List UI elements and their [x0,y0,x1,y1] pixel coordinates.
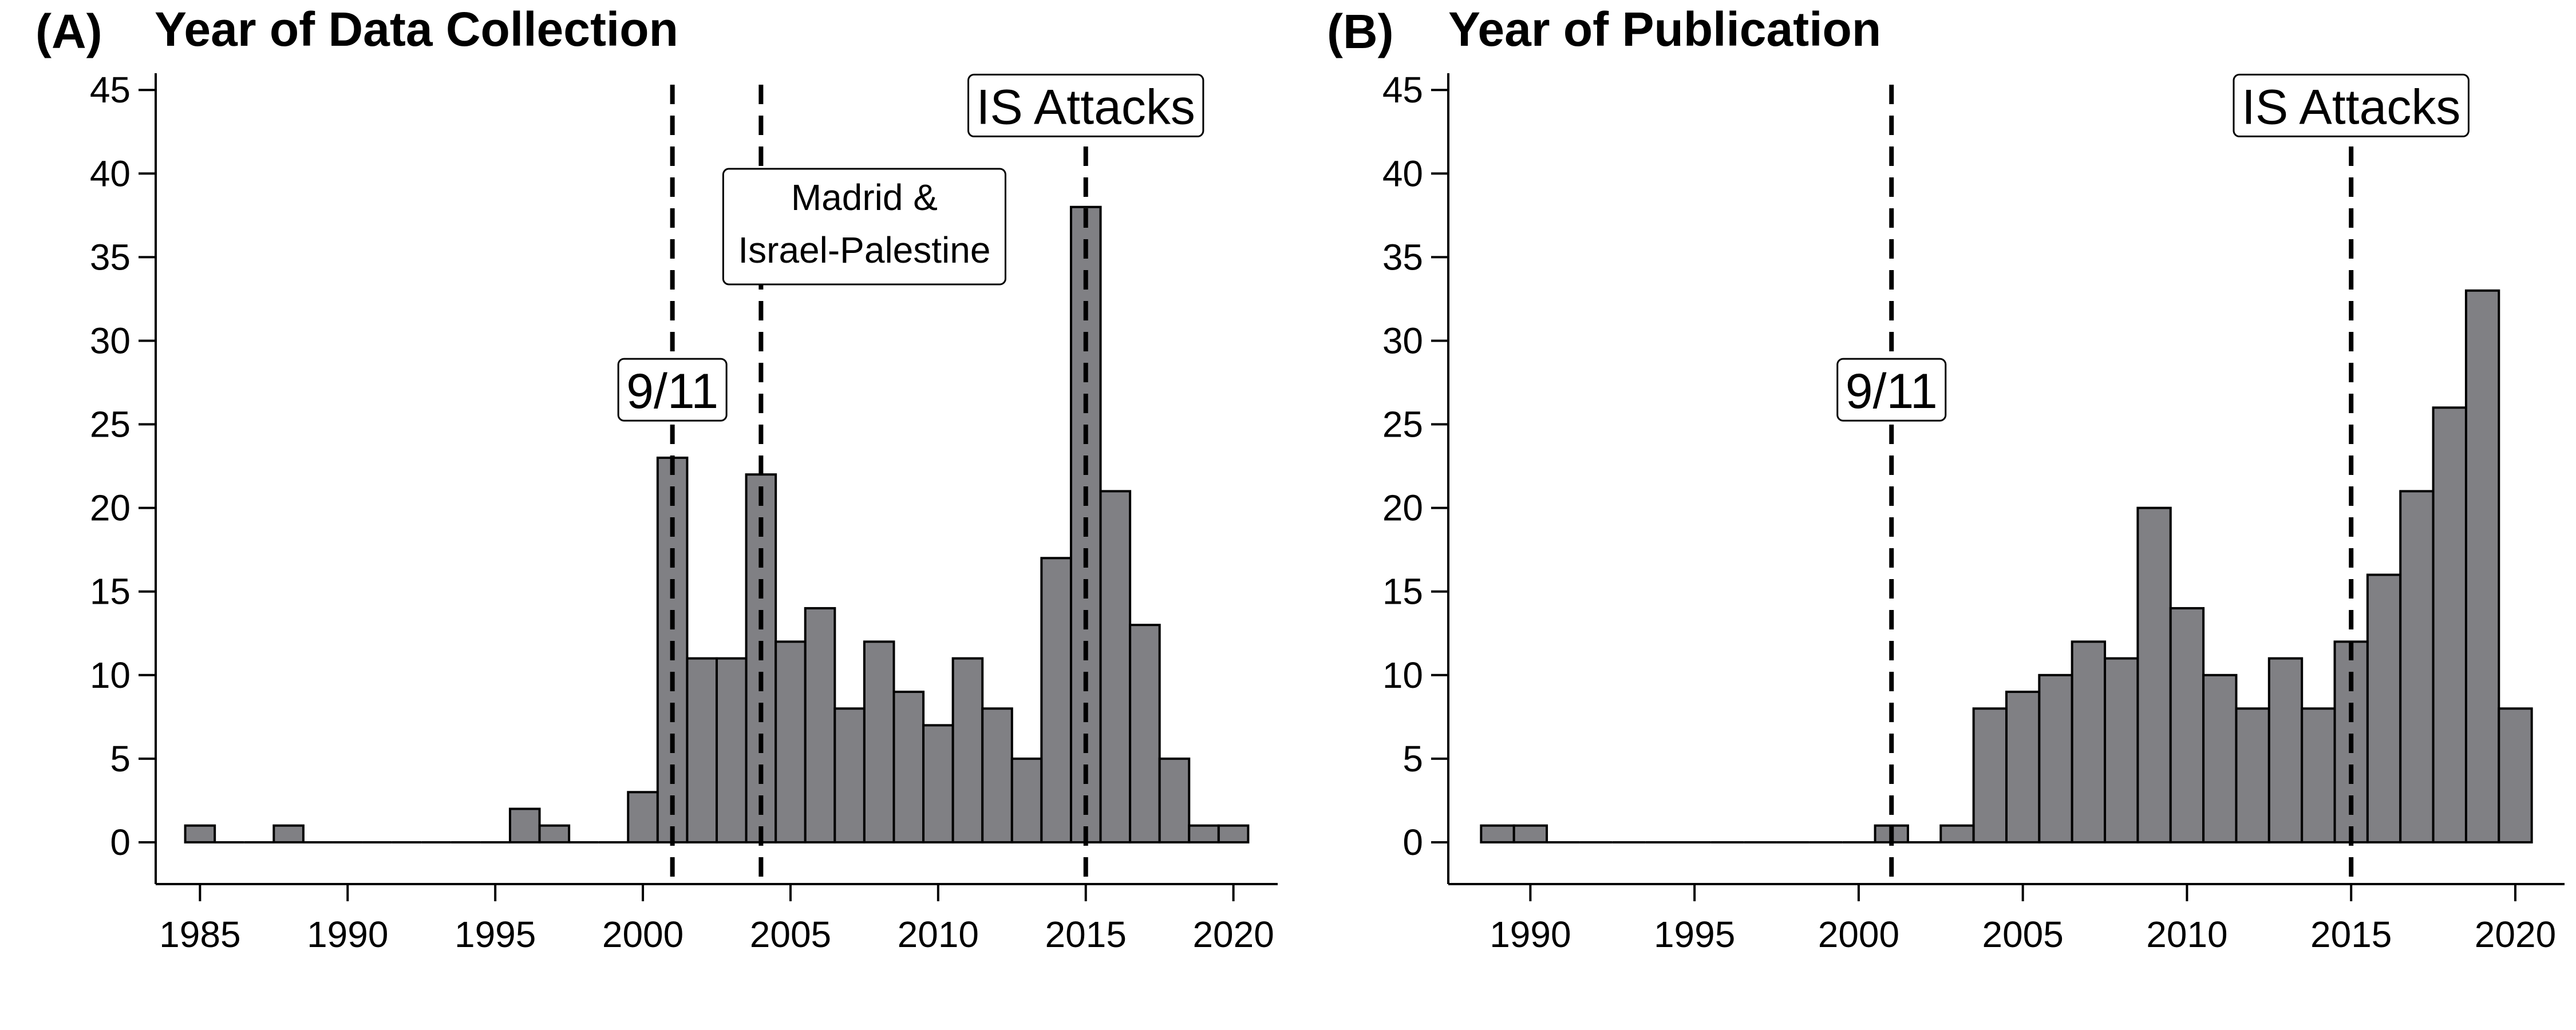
x-tick-label: 2020 [1192,914,1274,955]
histogram-bar [1129,624,1161,843]
histogram-bar [2498,707,2533,843]
histogram-bar [508,807,541,843]
chart-title: Year of Data Collection [155,2,678,56]
histogram-bar [686,657,718,843]
y-tick-label: 20 [90,488,131,529]
histogram-bar [981,707,1013,843]
histogram-bar [1099,490,1132,843]
y-tick-label: 30 [90,320,131,361]
histogram-bar [1939,824,1975,843]
y-tick-label: 35 [1382,236,1423,278]
y-tick-label: 25 [1382,404,1423,445]
histogram-bar [2169,607,2205,843]
y-tick-label: 5 [110,738,131,779]
annotation-box: 9/11 [1836,358,1947,422]
x-tick-label: 2000 [602,914,683,955]
histogram-bar [833,707,866,843]
x-tick-label: 2005 [750,914,831,955]
histogram-bar [2104,657,2139,843]
y-tick-label: 0 [1402,822,1423,863]
annotation-label: Israel-Palestine [738,229,990,271]
annotation-box: IS Attacks [2233,73,2470,137]
x-tick-label: 1990 [1490,914,1571,955]
histogram-bar [2038,674,2073,843]
y-tick-label: 10 [90,655,131,696]
y-tick-label: 10 [1382,655,1423,696]
panel-label: (A) [35,5,102,58]
histogram-bar [2301,707,2336,843]
histogram-bar [2071,640,2107,843]
histogram-bar [272,824,305,843]
x-tick-label: 1995 [1654,914,1735,955]
annotation-box: IS Attacks [967,73,1204,137]
y-tick-label: 45 [1382,69,1423,110]
histogram-bar [2136,506,2172,843]
x-tick-label: 2005 [1982,914,2063,955]
y-tick-label: 35 [90,236,131,278]
y-tick-label: 15 [90,571,131,612]
annotation-label: 9/11 [1846,364,1938,419]
x-tick-label: 2020 [2475,914,2556,955]
histogram-bar [2202,674,2238,843]
histogram-bar [863,640,895,843]
x-tick-label: 2015 [1045,914,1127,955]
histogram-bar [1480,824,1515,843]
histogram-bar [2432,406,2467,843]
histogram-bar [2399,490,2435,843]
histogram-bar [1188,824,1220,843]
histogram-bar [1040,557,1072,843]
histogram-bar [716,657,748,843]
histogram-bar [1158,757,1191,843]
x-tick-label: 2015 [2310,914,2392,955]
x-tick-label: 2000 [1818,914,1899,955]
annotation-frame [2233,73,2470,137]
annotation-frame [617,358,728,422]
histogram-bar [1512,824,1548,843]
histogram-bar [538,824,571,843]
histogram-bar [2005,691,2041,843]
annotation-frame [722,168,1006,286]
annotation-frame [1836,358,1947,422]
histogram-bar [2366,573,2402,843]
annotation-box: Madrid & Israel-Palestine [722,168,1006,286]
chart-panel-a: (A) Year of Data Collection 0 5 10 15 20 25 30 35… [35,2,1278,955]
histogram-bar [1010,757,1043,843]
histogram-bar [775,640,807,843]
chart-panel-b: (B) Year of Publication 0 5 10 15 20 25 30 35 40 45… [1327,2,2565,955]
histogram-bar [892,691,925,843]
histogram-bar [2267,657,2304,843]
y-tick-label: 15 [1382,571,1423,612]
annotation-label: IS Attacks [977,80,1195,134]
y-tick-label: 40 [1382,153,1423,194]
histogram-bar [2464,289,2500,843]
histogram-bar [922,724,954,843]
x-tick-label: 1990 [307,914,388,955]
y-tick-label: 45 [90,69,131,110]
y-tick-label: 30 [1382,320,1423,361]
annotation-label: Madrid & [791,177,938,218]
annotation-label: IS Attacks [2242,80,2460,134]
y-tick-label: 25 [90,404,131,445]
histogram-bar [2235,707,2270,843]
y-tick-label: 0 [110,822,131,863]
x-tick-label: 1985 [159,914,240,955]
panel-label: (B) [1327,5,1394,58]
y-tick-label: 20 [1382,488,1423,529]
histogram-bar [804,607,836,843]
y-tick-label: 40 [90,153,131,194]
annotation-box: 9/11 [617,358,728,422]
histogram-bar [1217,824,1250,843]
histogram-bar [1972,707,2008,843]
y-tick-label: 5 [1402,738,1423,779]
annotation-label: 9/11 [626,364,718,419]
annotation-frame [967,73,1204,137]
histogram-bar [627,791,659,843]
histogram-bar [184,824,216,843]
histogram-bar [951,657,984,843]
x-tick-label: 2010 [898,914,979,955]
x-tick-label: 1995 [455,914,536,955]
x-tick-label: 2010 [2146,914,2227,955]
chart-title: Year of Publication [1448,2,1881,56]
